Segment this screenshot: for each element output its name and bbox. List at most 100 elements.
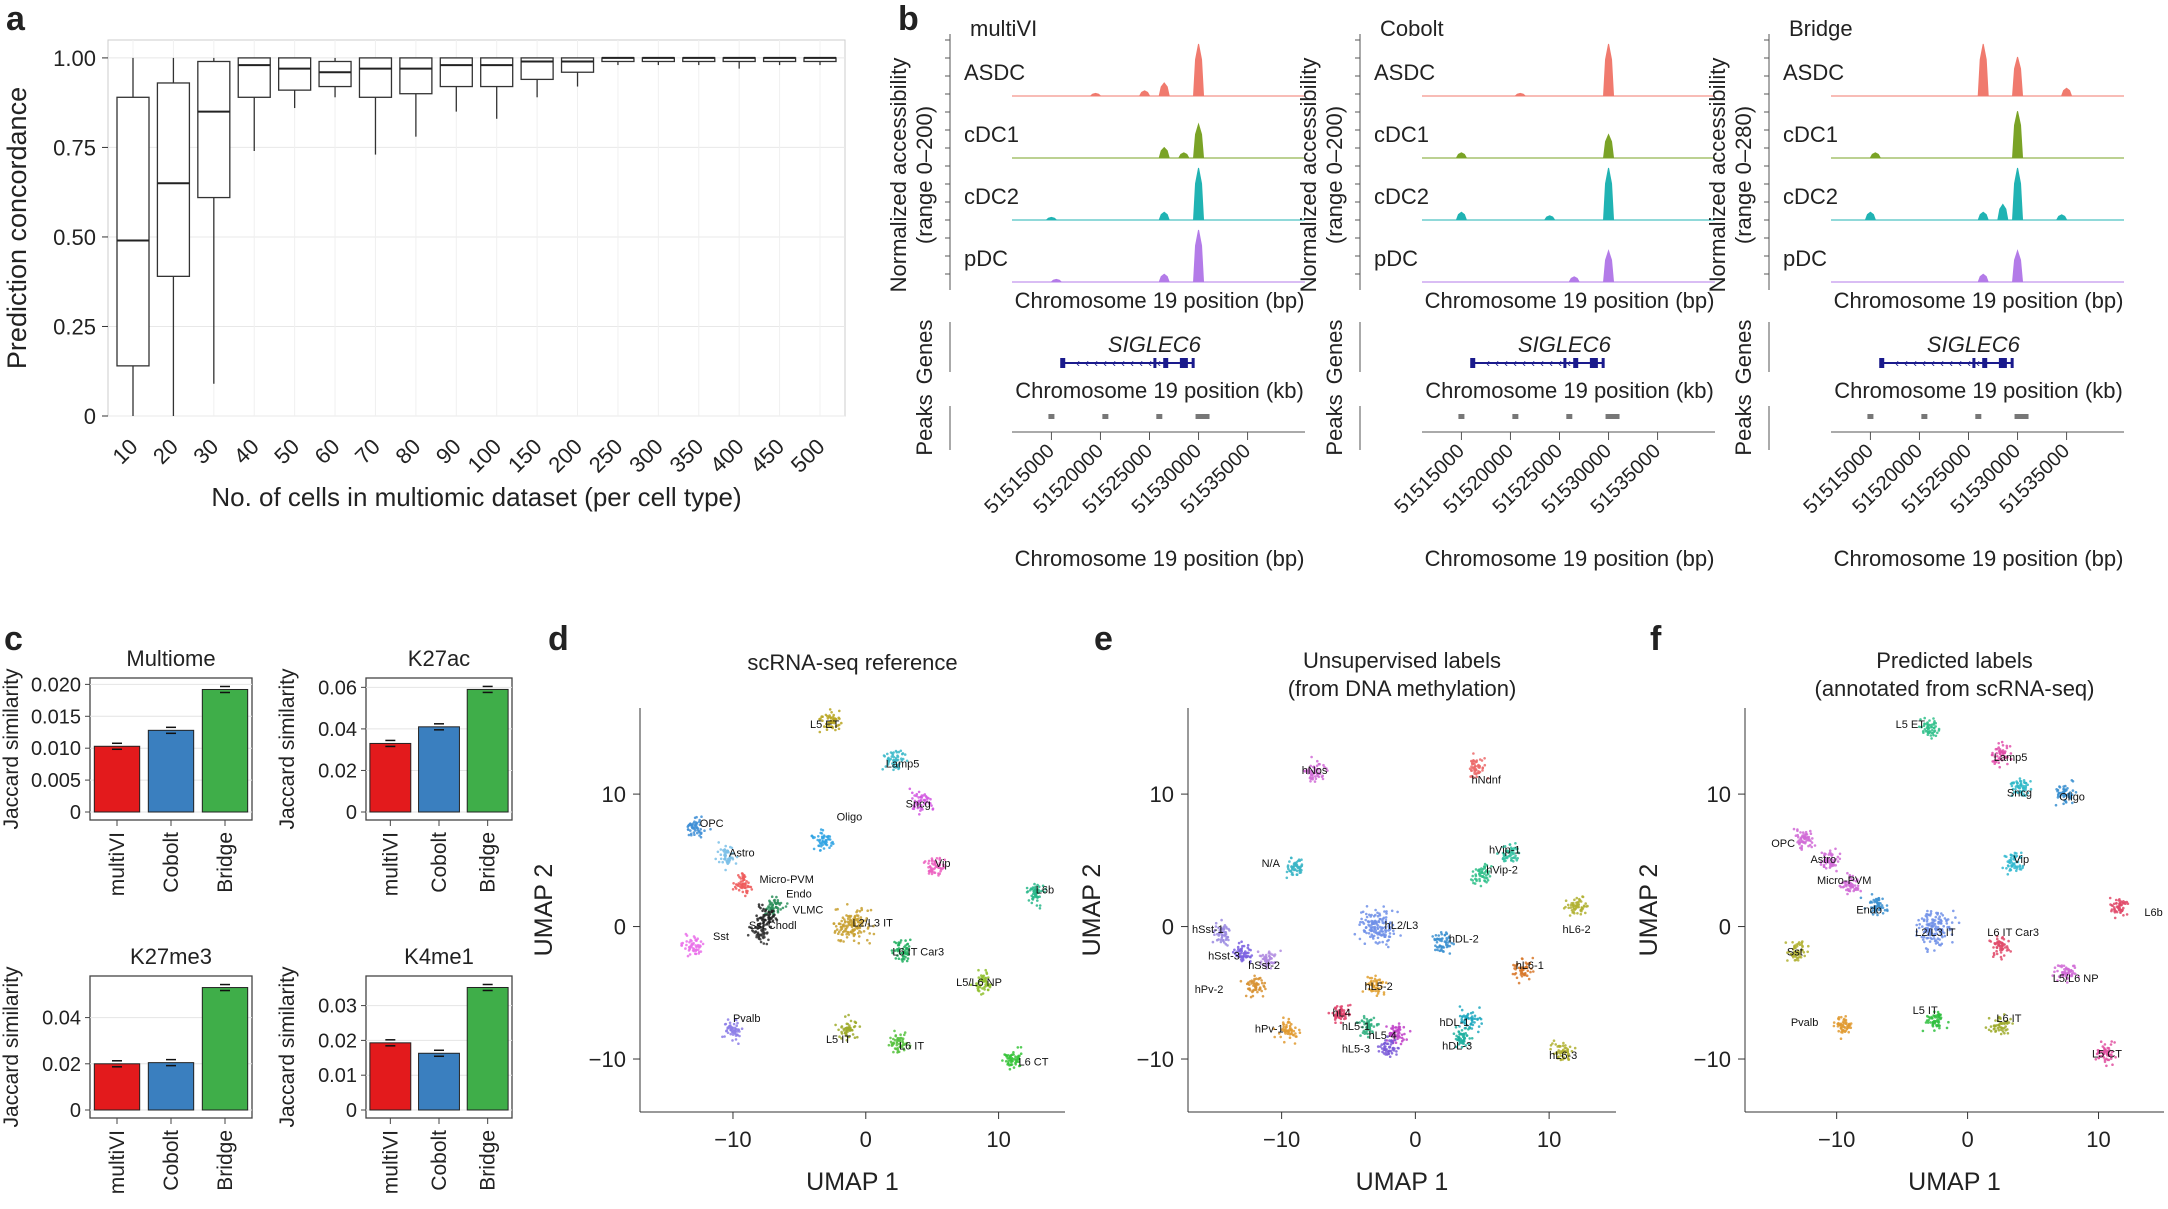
point (1841, 1029, 1845, 1033)
point (703, 829, 706, 832)
point (930, 872, 934, 876)
point (1954, 916, 1957, 919)
y-tick-label: 0.04 (42, 1008, 81, 1030)
point (834, 728, 837, 732)
point (2012, 781, 2016, 784)
point (1926, 909, 1929, 913)
cluster-label: hSst-3 (1208, 951, 1240, 963)
point (738, 1034, 741, 1038)
point (1807, 944, 1810, 948)
point (2008, 869, 2011, 872)
point (775, 906, 779, 909)
track-label: pDC (1374, 246, 1418, 271)
point (984, 968, 987, 972)
point (1837, 1017, 1840, 1020)
point (919, 805, 922, 809)
point (1379, 933, 1382, 937)
point (1521, 966, 1525, 969)
point (1260, 954, 1263, 958)
point (1931, 1024, 1935, 1028)
point (755, 914, 758, 917)
point (1376, 911, 1379, 915)
point (1934, 915, 1938, 919)
point (1805, 832, 1808, 836)
point (901, 960, 904, 963)
point (1443, 933, 1447, 937)
point (1366, 920, 1370, 923)
panel-label-d: d (548, 620, 569, 658)
point (881, 768, 884, 771)
point (1810, 845, 1813, 849)
point (909, 938, 912, 942)
gene-strand-mark: ‹ (1895, 356, 1899, 370)
point (717, 860, 721, 864)
panel-label-c: c (4, 620, 23, 658)
point (1282, 1016, 1285, 1019)
point (775, 918, 779, 922)
point (981, 987, 984, 990)
point (1521, 972, 1524, 975)
point (1828, 866, 1832, 869)
point (1394, 1026, 1397, 1029)
point (1267, 952, 1271, 955)
point (1315, 771, 1318, 775)
y-tick-label: 0 (346, 1100, 357, 1122)
point (1561, 1044, 1565, 1047)
gene-strand-mark: ‹ (1486, 356, 1490, 370)
point (846, 903, 849, 906)
point (759, 916, 763, 920)
point (1036, 883, 1039, 887)
cluster-Sncg (908, 787, 935, 816)
cluster-label: L5 IT (1913, 1005, 1938, 1017)
point (896, 1051, 899, 1054)
point (977, 976, 981, 979)
point (1375, 994, 1379, 997)
point (1987, 1016, 1991, 1020)
point (1470, 1037, 1474, 1040)
point (1040, 889, 1043, 893)
point (734, 1029, 737, 1033)
point (893, 949, 897, 952)
gene-strand-mark: ‹ (1504, 356, 1508, 370)
point (1448, 944, 1452, 948)
genes-row-label: Genes (1731, 320, 1756, 385)
coverage-track-cDC1 (1831, 111, 2124, 159)
gene-name: SIGLEC6 (1927, 332, 2021, 357)
point (1363, 942, 1367, 945)
point (1473, 772, 1476, 775)
peak-mark (1921, 414, 1928, 419)
point (1950, 921, 1954, 924)
x-tick-label: Cobolt (428, 1130, 451, 1191)
point (896, 954, 899, 957)
umap-title: scRNA-seq reference (747, 650, 957, 675)
point (923, 799, 927, 803)
point (1512, 963, 1515, 967)
point (1838, 857, 1842, 861)
x-tick-label: Cobolt (160, 832, 183, 893)
point (894, 957, 898, 960)
point (1298, 866, 1302, 870)
point (1381, 940, 1384, 944)
point (828, 838, 832, 841)
point (1483, 757, 1486, 760)
point (1309, 780, 1312, 783)
point (694, 823, 697, 826)
point (1549, 1044, 1553, 1047)
box (560, 57, 595, 73)
point (855, 914, 859, 917)
point (724, 844, 727, 848)
point (1382, 916, 1386, 920)
point (911, 791, 914, 795)
point (1472, 881, 1475, 885)
box (237, 57, 271, 98)
point (834, 925, 838, 928)
gene-exon (1998, 358, 2007, 368)
coverage-panel-Bridge: Bridge Normalized accessibility (range 0–2… (1705, 16, 2124, 571)
point (1791, 941, 1794, 944)
point (1933, 922, 1937, 926)
point (723, 1023, 727, 1026)
point (1800, 844, 1804, 848)
point (2003, 1032, 2006, 1035)
point (2073, 966, 2077, 969)
point (1349, 1003, 1352, 1007)
